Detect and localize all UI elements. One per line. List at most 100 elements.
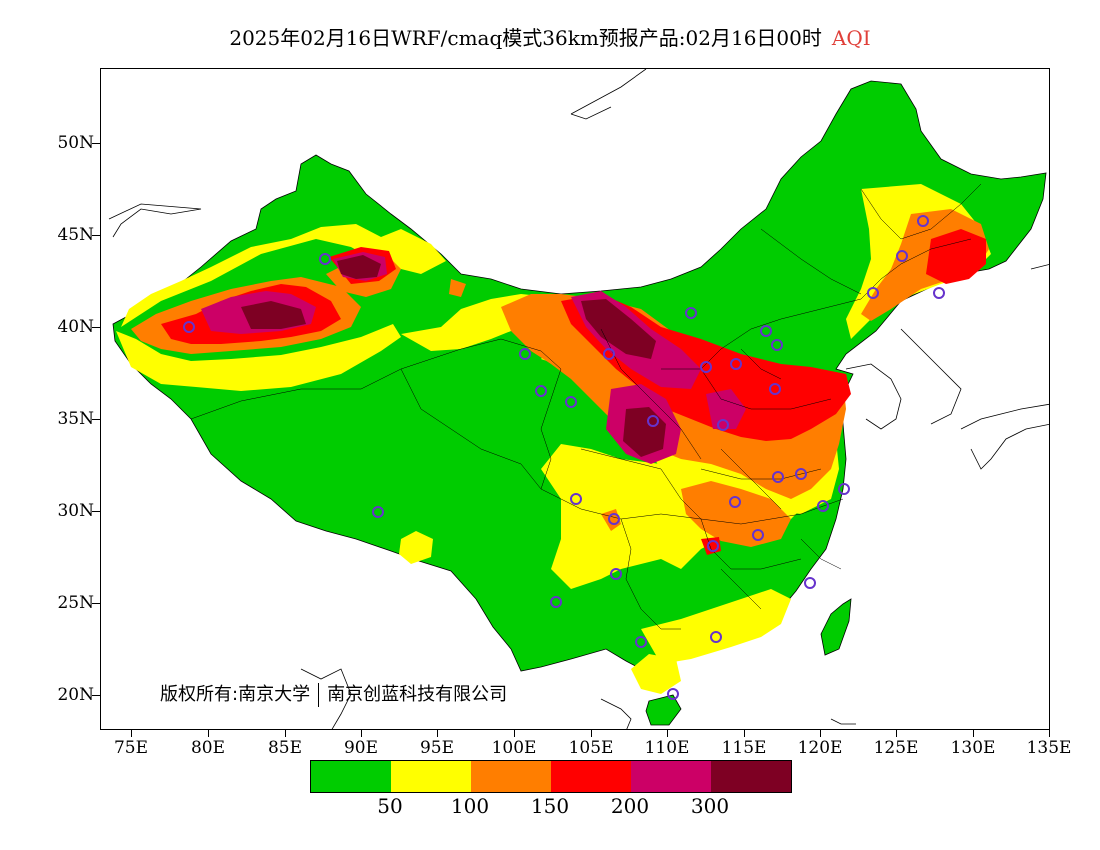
circle-marker-icon bbox=[565, 396, 577, 408]
lon-tick bbox=[973, 730, 974, 737]
lon-tick bbox=[514, 730, 515, 737]
lon-tick bbox=[896, 730, 897, 737]
lon-tick bbox=[820, 730, 821, 737]
lat-label-25n: 25N bbox=[57, 593, 94, 613]
circle-marker-icon bbox=[183, 321, 195, 333]
circle-marker-icon bbox=[647, 415, 659, 427]
lat-tick bbox=[92, 695, 100, 696]
circle-marker-icon bbox=[685, 307, 697, 319]
circle-marker-icon bbox=[933, 287, 945, 299]
circle-marker-icon bbox=[867, 287, 879, 299]
lon-label-100e: 100E bbox=[491, 738, 537, 758]
circle-marker-icon bbox=[817, 500, 829, 512]
lat-tick bbox=[92, 603, 100, 604]
lon-tick bbox=[437, 730, 438, 737]
circle-marker-icon bbox=[729, 496, 741, 508]
lat-tick bbox=[92, 235, 100, 236]
lat-label-50n: 50N bbox=[57, 133, 94, 153]
circle-marker-icon bbox=[760, 325, 772, 337]
circle-marker-icon bbox=[635, 636, 647, 648]
circle-marker-icon bbox=[570, 493, 582, 505]
lon-tick bbox=[131, 730, 132, 737]
legend-swatch-orange bbox=[471, 761, 551, 792]
lon-label-75e: 75E bbox=[113, 738, 149, 758]
circle-marker-icon bbox=[795, 468, 807, 480]
circle-marker-icon bbox=[603, 348, 615, 360]
lon-tick bbox=[667, 730, 668, 737]
circle-marker-icon bbox=[519, 348, 531, 360]
circle-marker-icon bbox=[838, 483, 850, 495]
lon-label-90e: 90E bbox=[343, 738, 379, 758]
circle-marker-icon bbox=[707, 540, 719, 552]
lon-tick bbox=[591, 730, 592, 737]
circle-marker-icon bbox=[730, 358, 742, 370]
circle-marker-icon bbox=[608, 513, 620, 525]
circle-marker-icon bbox=[896, 250, 908, 262]
circle-marker-icon bbox=[700, 361, 712, 373]
legend-label-50: 50 bbox=[377, 794, 403, 818]
circle-marker-icon bbox=[752, 529, 764, 541]
station-markers bbox=[183, 215, 945, 700]
copyright-divider bbox=[318, 683, 320, 707]
lat-label-40n: 40N bbox=[57, 317, 94, 337]
legend-swatch-green bbox=[311, 761, 391, 792]
aqi-band-maroon bbox=[241, 255, 666, 457]
aqi-legend bbox=[310, 760, 792, 793]
lon-label-130e: 130E bbox=[950, 738, 996, 758]
legend-labels: 50 100 150 200 300 bbox=[310, 794, 790, 820]
legend-label-200: 200 bbox=[610, 794, 650, 818]
legend-label-300: 300 bbox=[690, 794, 730, 818]
lat-tick bbox=[92, 327, 100, 328]
lon-label-85e: 85E bbox=[267, 738, 303, 758]
lat-label-30n: 30N bbox=[57, 501, 94, 521]
circle-marker-icon bbox=[771, 339, 783, 351]
lon-label-110e: 110E bbox=[644, 738, 690, 758]
lon-tick bbox=[208, 730, 209, 737]
title-variable: AQI bbox=[831, 26, 871, 50]
lon-label-105e: 105E bbox=[568, 738, 614, 758]
lat-label-45n: 45N bbox=[57, 225, 94, 245]
neighbour-outlines bbox=[108, 69, 1049, 729]
map-title: 2025年02月16日WRF/cmaq模式36km预报产品:02月16日00时 A… bbox=[0, 22, 1100, 51]
circle-marker-icon bbox=[717, 419, 729, 431]
legend-label-150: 150 bbox=[530, 794, 570, 818]
lon-label-135e: 135E bbox=[1026, 738, 1072, 758]
copyright-text: 版权所有:南京大学 南京创蓝科技有限公司 bbox=[160, 680, 507, 707]
map-area bbox=[100, 68, 1050, 730]
circle-marker-icon bbox=[804, 577, 816, 589]
taiwan-island bbox=[820, 598, 852, 656]
circle-marker-icon bbox=[772, 471, 784, 483]
legend-swatch-maroon bbox=[711, 761, 791, 792]
lat-tick bbox=[92, 511, 100, 512]
lon-tick bbox=[361, 730, 362, 737]
lon-tick bbox=[285, 730, 286, 737]
circle-marker-icon bbox=[610, 568, 622, 580]
circle-marker-icon bbox=[319, 253, 331, 265]
circle-marker-icon bbox=[710, 631, 722, 643]
legend-swatch-red bbox=[551, 761, 631, 792]
circle-marker-icon bbox=[372, 506, 384, 518]
lat-tick bbox=[92, 143, 100, 144]
circle-marker-icon bbox=[667, 688, 679, 700]
legend-swatch-yellow bbox=[391, 761, 471, 792]
lon-label-125e: 125E bbox=[873, 738, 919, 758]
lat-tick bbox=[92, 419, 100, 420]
circle-marker-icon bbox=[535, 385, 547, 397]
legend-swatch-magenta bbox=[631, 761, 711, 792]
title-main: 2025年02月16日WRF/cmaq模式36km预报产品:02月16日00时 bbox=[229, 26, 822, 50]
lon-tick bbox=[1049, 730, 1050, 737]
lon-tick bbox=[744, 730, 745, 737]
lon-label-95e: 95E bbox=[419, 738, 455, 758]
copyright-right: 南京创蓝科技有限公司 bbox=[327, 684, 508, 705]
circle-marker-icon bbox=[550, 596, 562, 608]
aqi-map bbox=[108, 69, 1049, 729]
lon-label-120e: 120E bbox=[797, 738, 843, 758]
copyright-left: 版权所有:南京大学 bbox=[160, 684, 311, 705]
lat-label-20n: 20N bbox=[57, 685, 94, 705]
lon-label-80e: 80E bbox=[190, 738, 226, 758]
lon-label-115e: 115E bbox=[721, 738, 767, 758]
circle-marker-icon bbox=[917, 215, 929, 227]
province-boundaries bbox=[190, 183, 982, 630]
lat-label-35n: 35N bbox=[57, 409, 94, 429]
circle-marker-icon bbox=[769, 383, 781, 395]
